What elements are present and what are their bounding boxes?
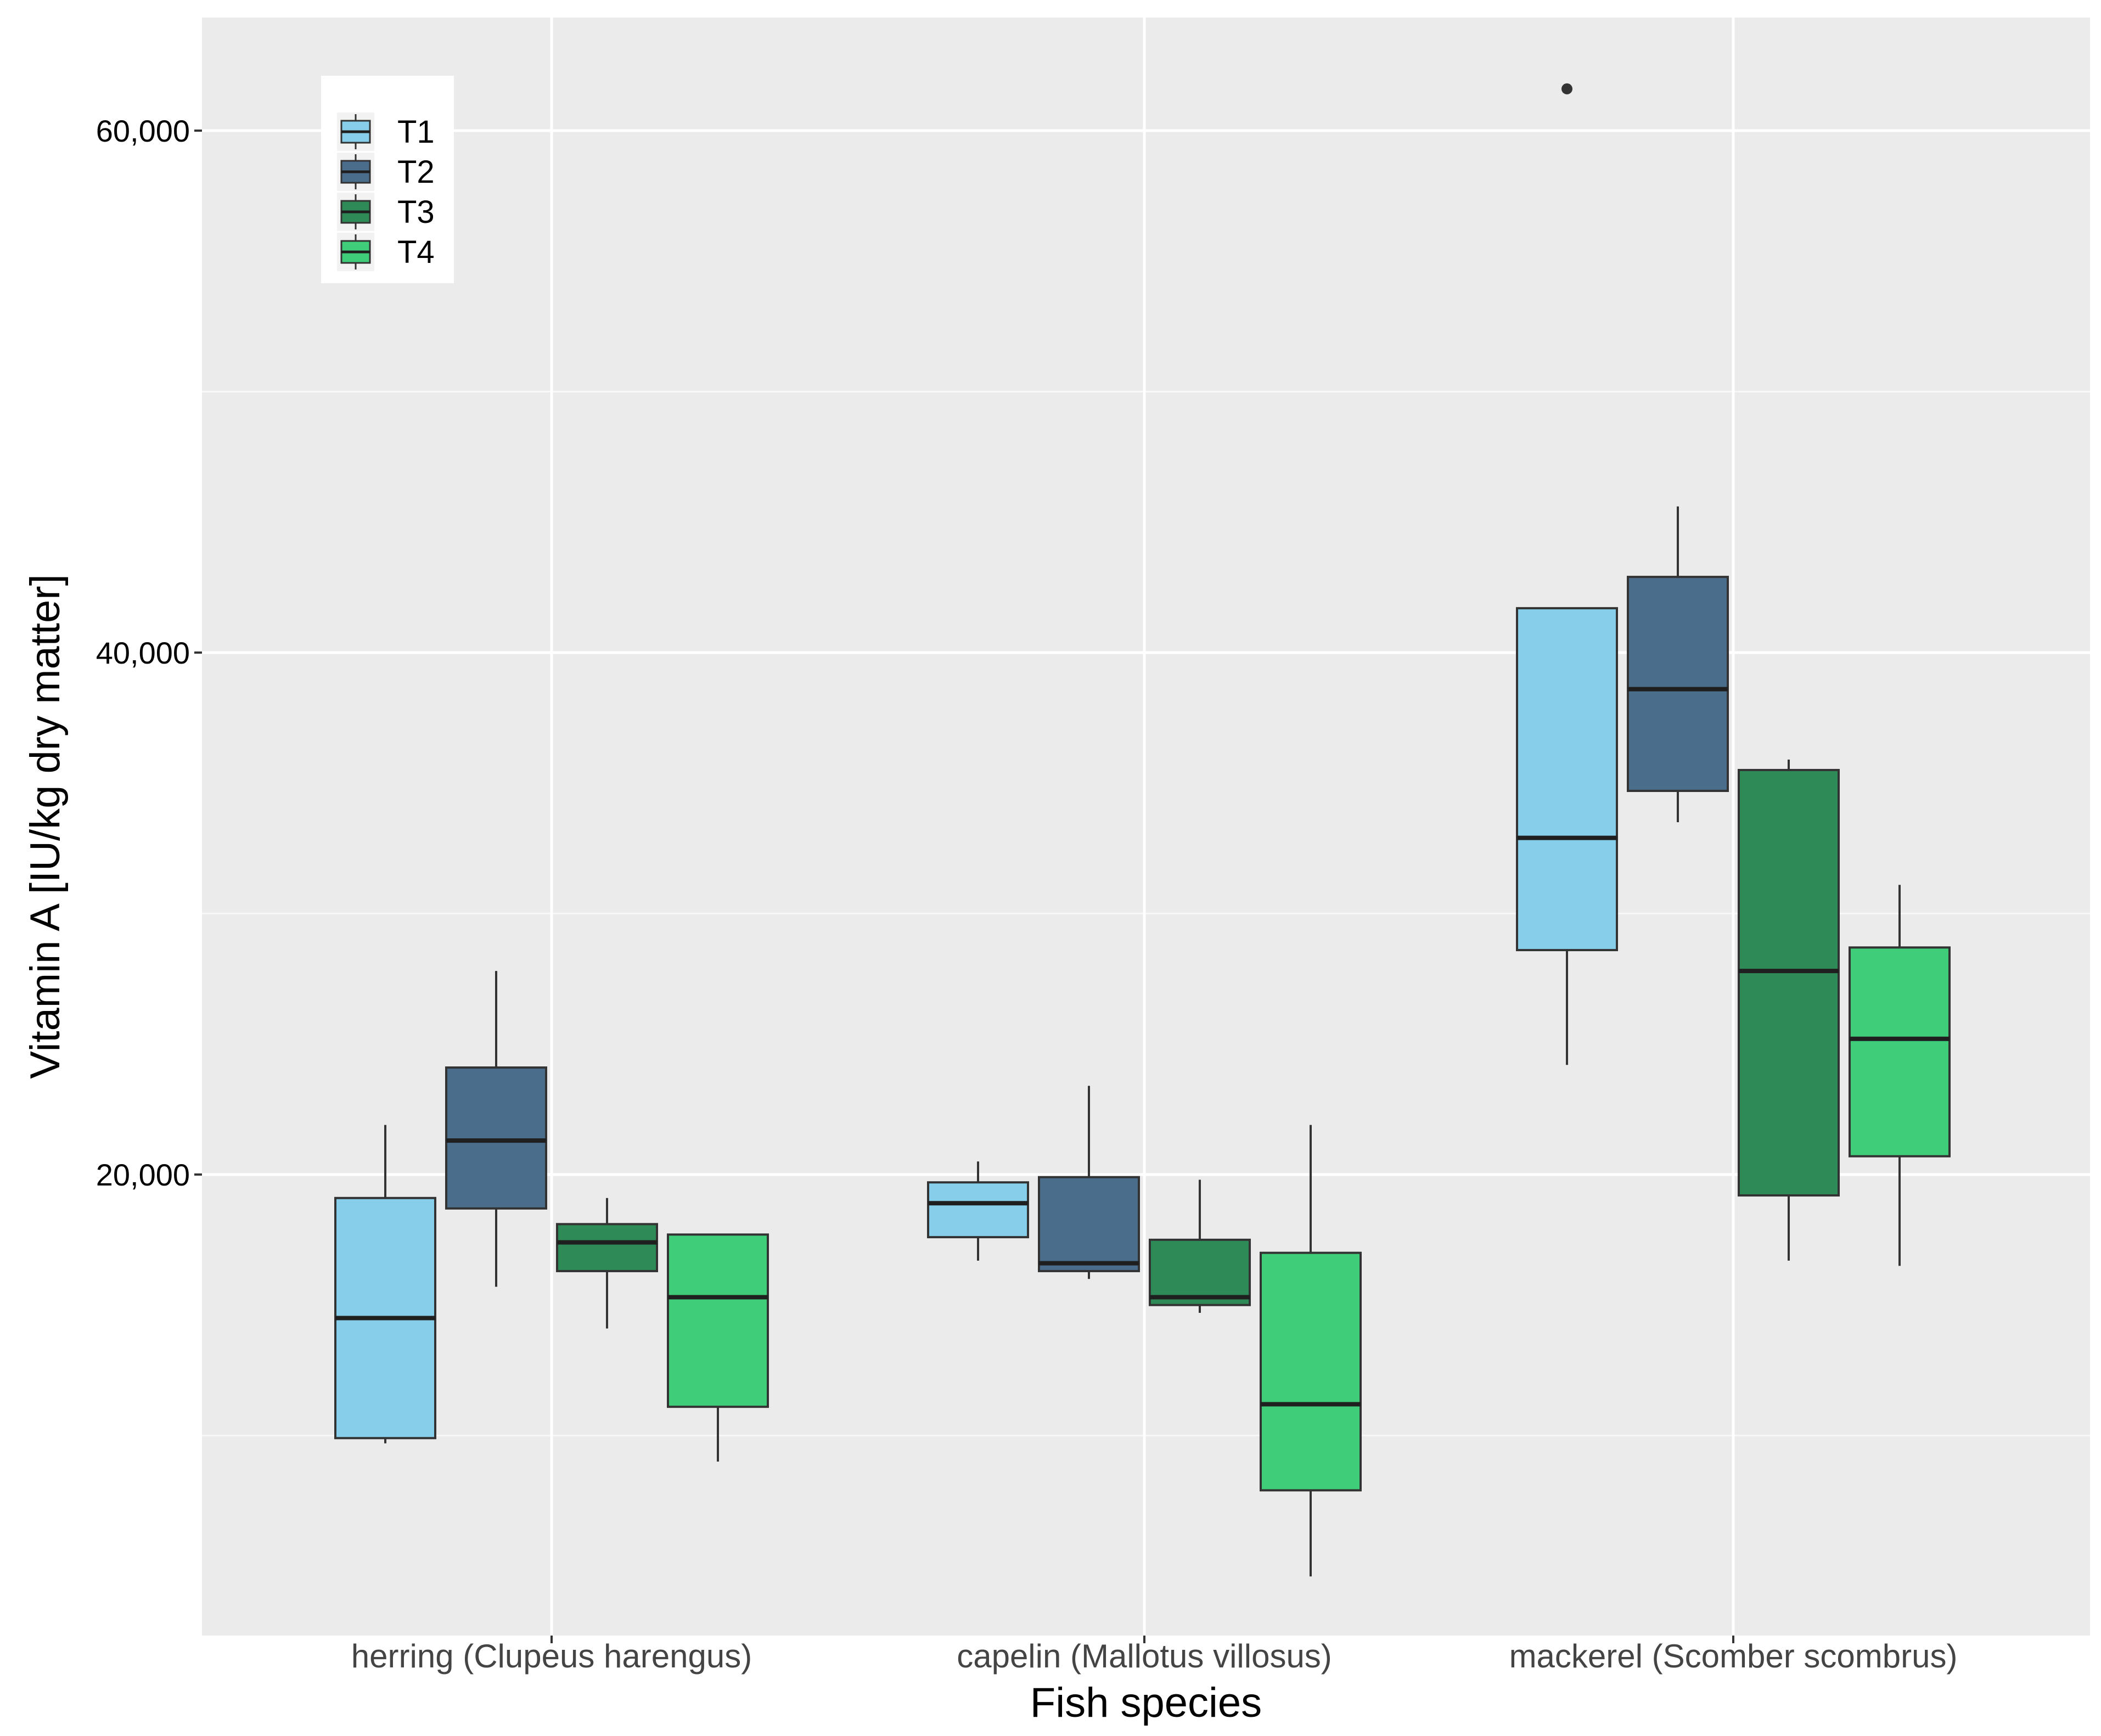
- x-tick-label: herring (Clupeus harengus): [351, 1638, 752, 1675]
- y-tick-label: 40,000: [96, 636, 190, 670]
- legend-key-t4: [337, 233, 374, 271]
- x-axis-title: Fish species: [1030, 1679, 1262, 1726]
- box-body: [1516, 607, 1618, 952]
- box-t2-2: [1038, 1086, 1140, 1279]
- box-t4-2: [1260, 1125, 1362, 1577]
- legend: T1 T2 T3 T4: [321, 76, 454, 283]
- box-t2-3: [1627, 506, 1729, 823]
- x-axis: herring (Clupeus harengus) capelin (Mallo…: [351, 1636, 1958, 1675]
- box-t1-1: [334, 1125, 436, 1443]
- box-body: [1149, 1238, 1251, 1306]
- box-groups: [334, 83, 1951, 1577]
- box-body: [1038, 1176, 1140, 1272]
- box-t4-1: [667, 1233, 769, 1462]
- legend-label: T2: [397, 154, 435, 190]
- legend-label: T1: [397, 114, 435, 150]
- box-t1-2: [927, 1161, 1029, 1261]
- legend-label: T3: [397, 194, 435, 230]
- box-t4-3: [1849, 885, 1951, 1266]
- legend-key-t1: [337, 113, 374, 151]
- box-body: [556, 1223, 658, 1272]
- x-tick-label: capelin (Mallotus villosus): [957, 1638, 1332, 1675]
- y-tick-label: 20,000: [96, 1158, 190, 1192]
- outlier-point: [1561, 83, 1572, 94]
- box-t2-1: [445, 971, 547, 1287]
- box-body: [927, 1181, 1029, 1239]
- box-body: [445, 1066, 547, 1210]
- box-body: [1738, 768, 1840, 1197]
- box-t1-3: [1516, 83, 1618, 1065]
- y-axis: 20,000 40,000 60,000: [96, 114, 202, 1192]
- y-axis-title: Vitamin A [IU/kg dry matter]: [22, 574, 69, 1078]
- x-tick-label: mackerel (Scomber scombrus): [1509, 1638, 1958, 1675]
- box-body: [1260, 1251, 1362, 1492]
- box-t3-2: [1149, 1179, 1251, 1313]
- box-body: [667, 1233, 769, 1408]
- legend-key-t3: [337, 193, 374, 231]
- box-body: [1627, 576, 1729, 793]
- box-t3-1: [556, 1198, 658, 1329]
- legend-label: T4: [397, 234, 435, 270]
- box-body: [1849, 946, 1951, 1158]
- y-tick-label: 60,000: [96, 114, 190, 148]
- legend-key-t2: [337, 153, 374, 191]
- box-t3-3: [1738, 759, 1840, 1261]
